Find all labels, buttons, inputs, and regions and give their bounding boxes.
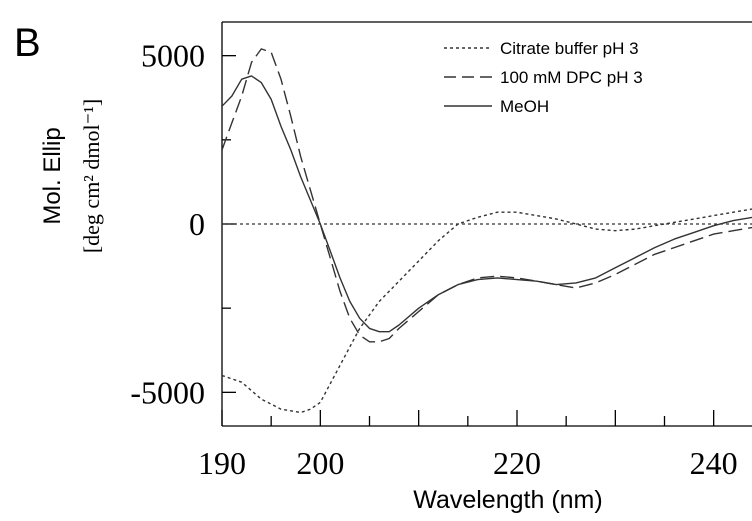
axis-ticks: 190 200 220 240 5000 0 -5000 [130,38,737,481]
panel-label: B [14,21,41,65]
y-axis-title: Mol. Ellip [39,127,66,224]
legend: Citrate buffer pH 3 100 mM DPC pH 3 MeOH [444,39,643,116]
x-tick-label: 200 [296,445,344,481]
x-tick-label: 190 [198,445,246,481]
y-axis-label: Mol. Ellip [39,127,66,224]
legend-label-1: Citrate buffer pH 3 [500,39,639,58]
y-tick-label: -5000 [130,374,205,410]
plot-area [222,48,752,414]
x-tick-label: 240 [690,445,738,481]
series-line-3 [222,75,752,333]
y-tick-label: 5000 [141,38,205,74]
y-tick-label: 0 [189,206,205,242]
legend-label-3: MeOH [500,97,549,116]
y-axis-units: [deg cm² dmol⁻¹] [79,99,104,253]
y-axis-units-group: [deg cm² dmol⁻¹] [79,99,104,253]
x-axis-label: Wavelength (nm) [413,486,602,514]
x-tick-label: 220 [493,445,541,481]
series-line-2 [222,48,752,343]
series-line-1 [222,208,752,414]
legend-label-2: 100 mM DPC pH 3 [500,68,643,87]
